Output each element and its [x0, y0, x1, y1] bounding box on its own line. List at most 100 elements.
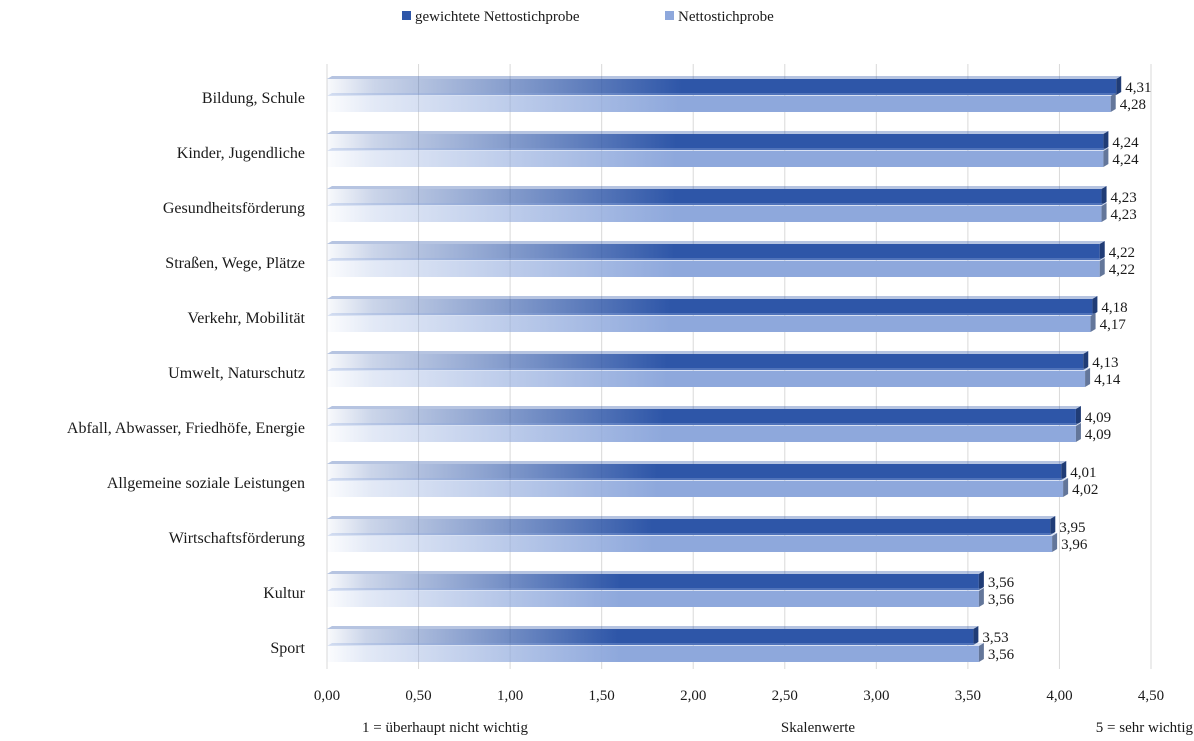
- bar-top-face: [327, 368, 1091, 371]
- bar: [327, 536, 1053, 552]
- data-label: 4,14: [1094, 372, 1121, 388]
- data-label: 4,23: [1111, 190, 1137, 206]
- data-label: 3,96: [1061, 537, 1088, 553]
- bar-side-face: [1103, 148, 1109, 167]
- x-axis: 0,00 0,50 1,00 1,50 2,00 2,50 3,00 3,50 4,00 4,50: [314, 688, 1164, 704]
- bar-top-face: [327, 148, 1109, 151]
- bar-top-face: [327, 588, 984, 591]
- bar-top-face: [327, 313, 1096, 316]
- bar-side-face: [1099, 241, 1105, 260]
- bar: [327, 261, 1100, 277]
- category-label: Bildung, Schule: [202, 90, 305, 107]
- category-label: Kinder, Jugendliche: [177, 145, 305, 162]
- bar-side-face: [1075, 406, 1081, 425]
- bar: [327, 646, 979, 662]
- x-tick-label: 0,00: [314, 688, 340, 704]
- x-caption-left: 1 = überhaupt nicht wichtig: [362, 720, 528, 736]
- category-label: Sport: [270, 640, 305, 657]
- bar-top-face: [327, 296, 1098, 299]
- bar-side-face: [1101, 203, 1107, 222]
- bar-side-face: [1101, 186, 1107, 205]
- bar-top-face: [327, 423, 1081, 426]
- bar-top-face: [327, 571, 984, 574]
- bar: [327, 426, 1076, 442]
- data-label: 4,22: [1109, 262, 1135, 278]
- data-label: 3,56: [988, 647, 1015, 663]
- bar: [327, 371, 1086, 387]
- bar-side-face: [1103, 131, 1109, 150]
- bar-top-face: [327, 93, 1116, 96]
- bar-top-face: [327, 643, 984, 646]
- bar-side-face: [1085, 368, 1091, 387]
- x-tick-label: 4,50: [1138, 688, 1164, 704]
- bar: [327, 629, 974, 645]
- bar-top-face: [327, 186, 1107, 189]
- bar: [327, 244, 1100, 260]
- legend: gewichtete Nettostichprobe Nettostichprob…: [402, 9, 774, 25]
- data-label: 3,95: [1059, 520, 1085, 536]
- data-label: 3,56: [988, 592, 1015, 608]
- bar-top-face: [327, 461, 1067, 464]
- x-tick-label: 3,00: [863, 688, 889, 704]
- x-tick-label: 1,00: [497, 688, 523, 704]
- bar: [327, 316, 1091, 332]
- category-label: Allgemeine soziale Leistungen: [107, 475, 305, 492]
- x-caption-center: Skalenwerte: [781, 720, 855, 736]
- bar: [327, 299, 1093, 315]
- data-label: 4,23: [1111, 207, 1137, 223]
- category-label: Kultur: [263, 585, 305, 602]
- legend-swatch: [665, 11, 674, 20]
- bar-side-face: [1052, 533, 1058, 552]
- bar-top-face: [327, 131, 1109, 134]
- x-tick-label: 0,50: [405, 688, 431, 704]
- bar-side-face: [1061, 461, 1067, 480]
- data-label: 4,17: [1100, 317, 1127, 333]
- category-label: Abfall, Abwasser, Friedhöfe, Energie: [67, 420, 305, 437]
- category-labels: Bildung, Schule Kinder, Jugendliche Gesund…: [67, 90, 306, 657]
- bar-side-face: [978, 643, 984, 662]
- x-tick-label: 2,00: [680, 688, 706, 704]
- bar-top-face: [327, 258, 1105, 261]
- data-label: 4,31: [1125, 80, 1151, 96]
- category-label: Wirtschaftsförderung: [169, 530, 305, 547]
- bar-top-face: [327, 516, 1056, 519]
- bar: [327, 481, 1064, 497]
- x-axis-caption: 1 = überhaupt nicht wichtig Skalenwerte …: [362, 720, 1193, 736]
- data-label: 4,24: [1112, 152, 1139, 168]
- x-tick-label: 3,50: [955, 688, 981, 704]
- data-label: 3,56: [988, 575, 1015, 591]
- category-label: Umwelt, Naturschutz: [168, 365, 305, 382]
- bar-side-face: [973, 626, 979, 645]
- bars: 4,314,28 4,244,24 4,234,23 4,224,22 4,184,17…: [327, 76, 1151, 663]
- data-label: 4,28: [1120, 97, 1146, 113]
- category-label: Verkehr, Mobilität: [187, 310, 305, 327]
- bar-side-face: [1110, 93, 1116, 112]
- bar: [327, 519, 1051, 535]
- bar-top-face: [327, 203, 1107, 206]
- bar: [327, 189, 1102, 205]
- data-label: 4,22: [1109, 245, 1135, 261]
- bar-side-face: [1092, 296, 1098, 315]
- bar: [327, 79, 1117, 95]
- bar-top-face: [327, 406, 1081, 409]
- legend-swatch: [402, 11, 411, 20]
- legend-label: Nettostichprobe: [678, 9, 774, 25]
- bar: [327, 96, 1111, 112]
- bar: [327, 354, 1084, 370]
- x-tick-label: 1,50: [589, 688, 615, 704]
- data-label: 4,09: [1085, 427, 1111, 443]
- data-label: 4,13: [1092, 355, 1118, 371]
- data-label: 4,09: [1085, 410, 1111, 426]
- bar-side-face: [1083, 351, 1089, 370]
- bar: [327, 464, 1062, 480]
- bar-side-face: [1075, 423, 1081, 442]
- bar: [327, 206, 1102, 222]
- bar-side-face: [1050, 516, 1056, 535]
- x-tick-label: 4,00: [1046, 688, 1072, 704]
- category-label: Gesundheitsförderung: [163, 200, 305, 217]
- bar-top-face: [327, 76, 1122, 79]
- bar-side-face: [1116, 76, 1122, 95]
- bar: [327, 591, 979, 607]
